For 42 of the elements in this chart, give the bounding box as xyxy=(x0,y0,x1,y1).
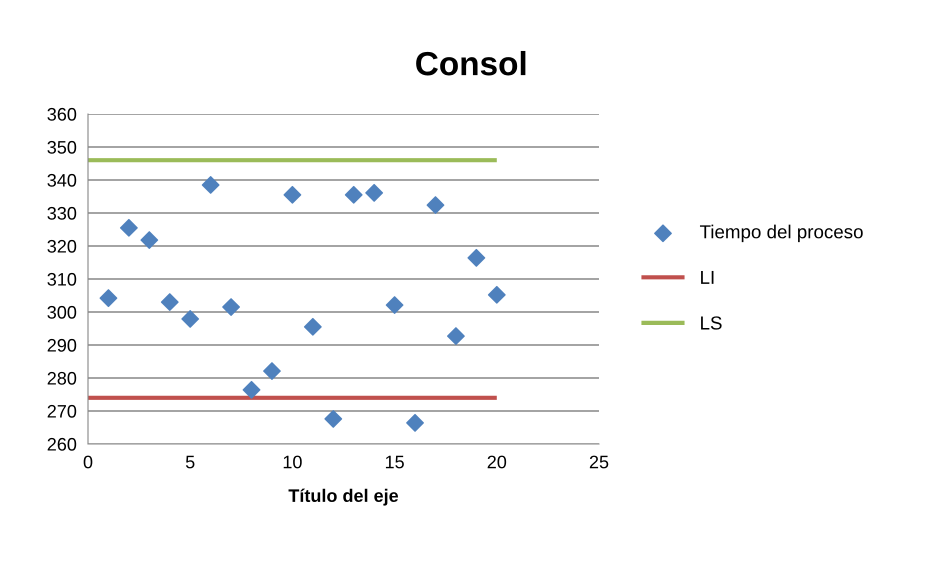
point xyxy=(263,362,281,380)
y-tick-label: 260 xyxy=(48,438,76,451)
y-tick-label: 350 xyxy=(47,140,76,154)
y-tick-label: 300 xyxy=(47,306,76,319)
x-tick-label: 15 xyxy=(386,456,404,468)
point xyxy=(283,186,302,204)
point xyxy=(467,248,486,267)
legend-label: Tiempo del proceso xyxy=(700,224,863,242)
point xyxy=(365,184,384,202)
chart-title: Consol xyxy=(416,50,526,76)
point xyxy=(386,296,404,314)
y-tick-label: 320 xyxy=(47,240,76,253)
point xyxy=(120,218,138,237)
point xyxy=(160,293,179,312)
x-tick-label: 5 xyxy=(186,456,194,468)
point xyxy=(100,289,118,308)
point xyxy=(488,286,506,304)
point xyxy=(181,310,200,328)
x-tick-label: 0 xyxy=(84,456,92,468)
x-tick-label: 20 xyxy=(488,456,506,468)
legend-label: LI xyxy=(701,270,714,284)
point xyxy=(222,298,240,316)
point xyxy=(304,318,322,336)
y-tick-label: 280 xyxy=(48,372,76,385)
point xyxy=(140,231,158,249)
y-tick-label: 360 xyxy=(47,108,76,121)
point xyxy=(202,176,220,194)
point xyxy=(344,186,363,204)
x-tick-label: 10 xyxy=(284,456,302,468)
point xyxy=(242,380,260,399)
x-axis-title: Título del eje xyxy=(288,488,398,506)
y-tick-label: 330 xyxy=(47,206,76,220)
point xyxy=(324,410,342,428)
y-tick-label: 290 xyxy=(48,338,76,352)
point xyxy=(426,196,444,214)
y-tick-label: 340 xyxy=(47,174,76,187)
point xyxy=(447,327,465,345)
x-tick-label: 25 xyxy=(590,456,608,468)
point xyxy=(406,414,424,432)
y-tick-label: 310 xyxy=(47,272,76,286)
y-tick-label: 270 xyxy=(48,404,76,418)
legend-label: LS xyxy=(701,316,722,330)
